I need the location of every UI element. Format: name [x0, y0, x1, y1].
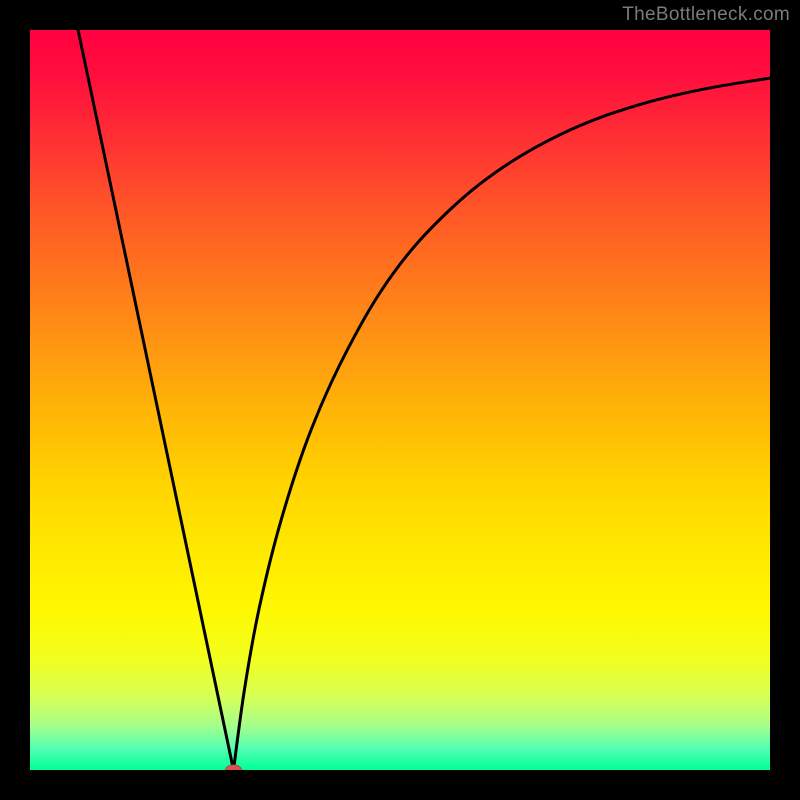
plot-area [30, 30, 770, 770]
watermark-text: TheBottleneck.com [622, 4, 790, 26]
gradient-background [30, 30, 770, 770]
chart-frame: TheBottleneck.com [0, 0, 800, 800]
